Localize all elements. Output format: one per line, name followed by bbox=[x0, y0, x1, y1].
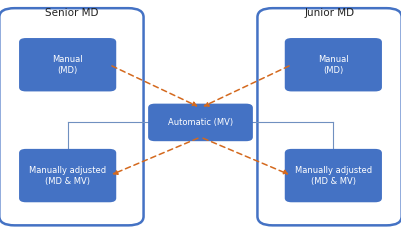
FancyBboxPatch shape bbox=[285, 149, 382, 202]
FancyBboxPatch shape bbox=[19, 149, 116, 202]
FancyBboxPatch shape bbox=[285, 38, 382, 91]
FancyBboxPatch shape bbox=[0, 8, 144, 225]
FancyBboxPatch shape bbox=[19, 38, 116, 91]
FancyBboxPatch shape bbox=[257, 8, 401, 225]
FancyBboxPatch shape bbox=[148, 104, 253, 141]
Text: Junior MD: Junior MD bbox=[304, 8, 354, 18]
Text: Manually adjusted
(MD & MV): Manually adjusted (MD & MV) bbox=[29, 166, 106, 186]
Text: Senior MD: Senior MD bbox=[45, 8, 98, 18]
Text: Automatic (MV): Automatic (MV) bbox=[168, 118, 233, 127]
Text: Manually adjusted
(MD & MV): Manually adjusted (MD & MV) bbox=[295, 166, 372, 186]
Text: Manual
(MD): Manual (MD) bbox=[53, 55, 83, 75]
Text: Manual
(MD): Manual (MD) bbox=[318, 55, 348, 75]
